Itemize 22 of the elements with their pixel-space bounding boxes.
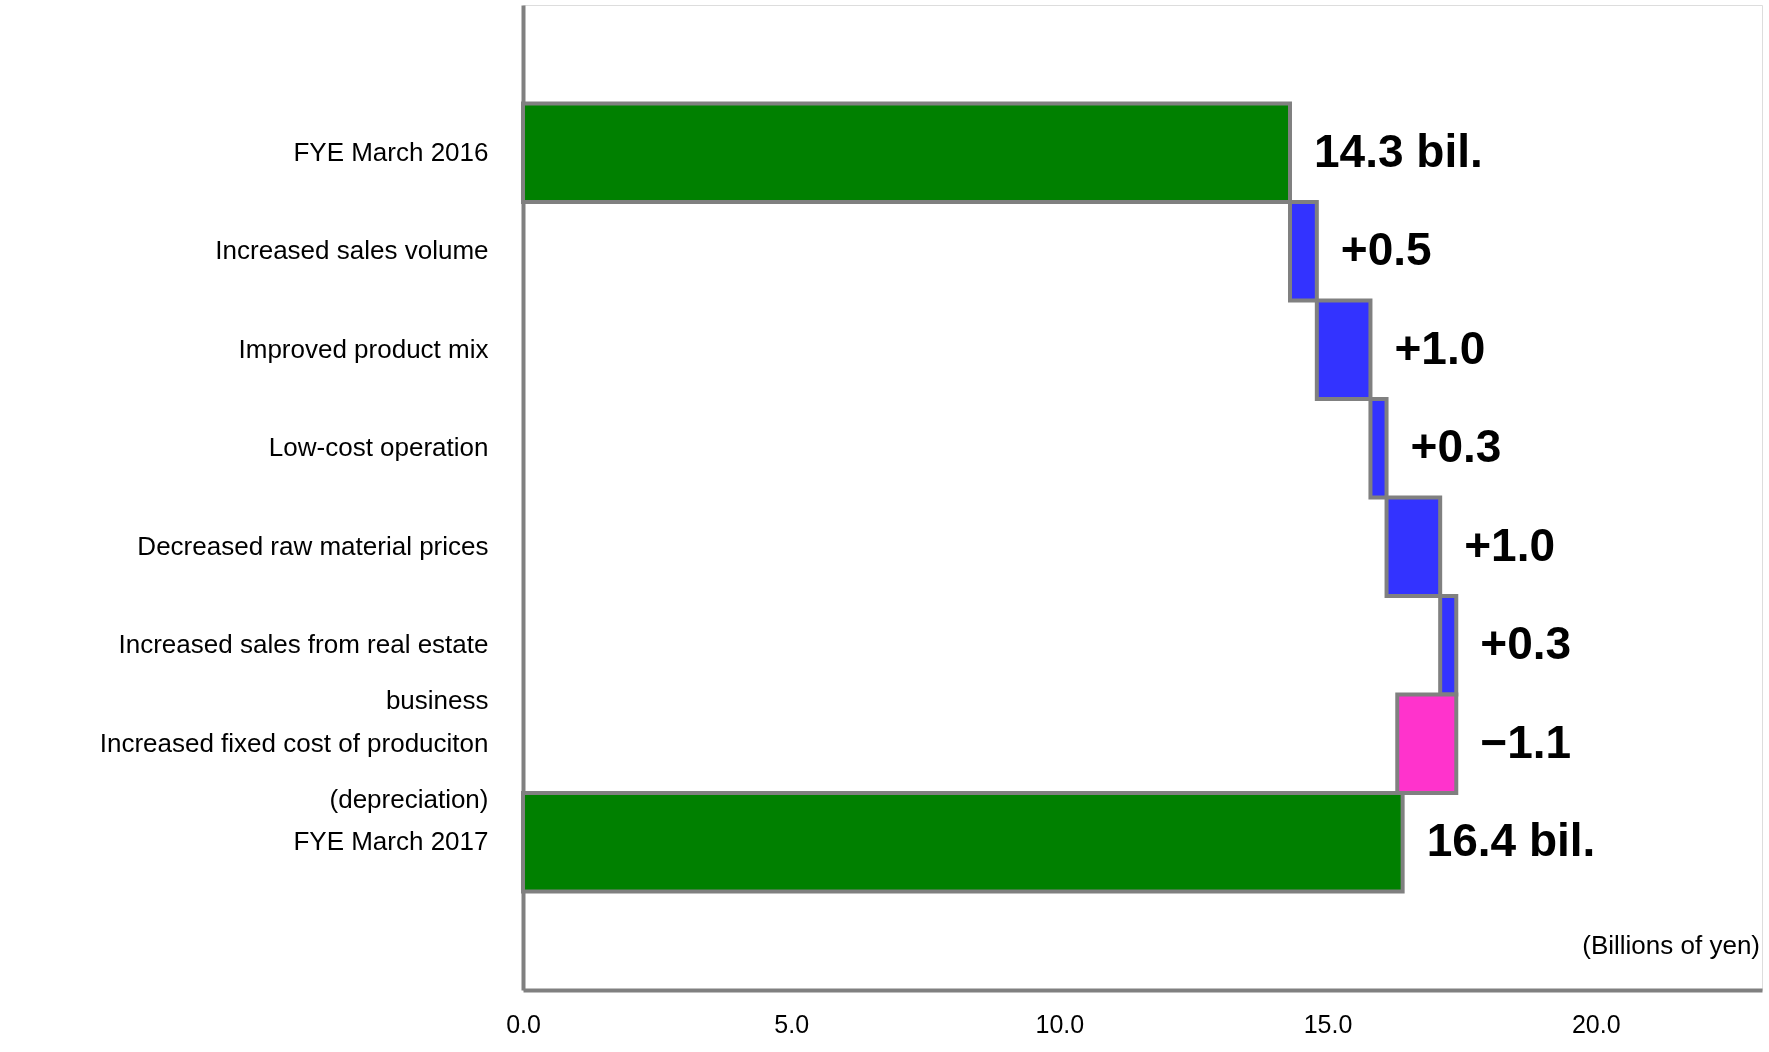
y-tick-label: FYE March 2017 [293,826,489,857]
data-label: +1.0 [1464,518,1555,571]
data-label: +0.5 [1340,223,1432,276]
data-label: +0.3 [1480,617,1572,670]
x-tick-label: 15.0 [1303,1009,1353,1038]
data-label: 14.3 bil. [1314,124,1483,177]
x-tick-label: 0.0 [506,1009,541,1038]
y-tick-label: Decreased raw material prices [137,530,489,561]
data-label: +1.0 [1394,321,1486,374]
y-tick-label: FYE March 2016 [293,136,489,167]
y-tick-label: Low-cost operation [268,432,489,463]
y-tick-label: Improved product mix [238,333,489,364]
data-label: +0.3 [1410,420,1502,473]
x-tick-label: 5.0 [774,1009,810,1038]
data-label: 16.4 bil. [1426,814,1596,867]
x-tick-label: 10.0 [1035,1009,1085,1038]
y-tick-label: Increased sales from real estate business [118,629,489,716]
x-tick-label: 20.0 [1571,1009,1621,1038]
y-tick-label: Increased fixed cost of produciton (depreciation) [99,727,489,814]
text: (Billions of yen) [1582,930,1760,960]
data-label: −1.1 [1480,715,1572,768]
y-tick-label: Increased sales volume [215,235,489,266]
